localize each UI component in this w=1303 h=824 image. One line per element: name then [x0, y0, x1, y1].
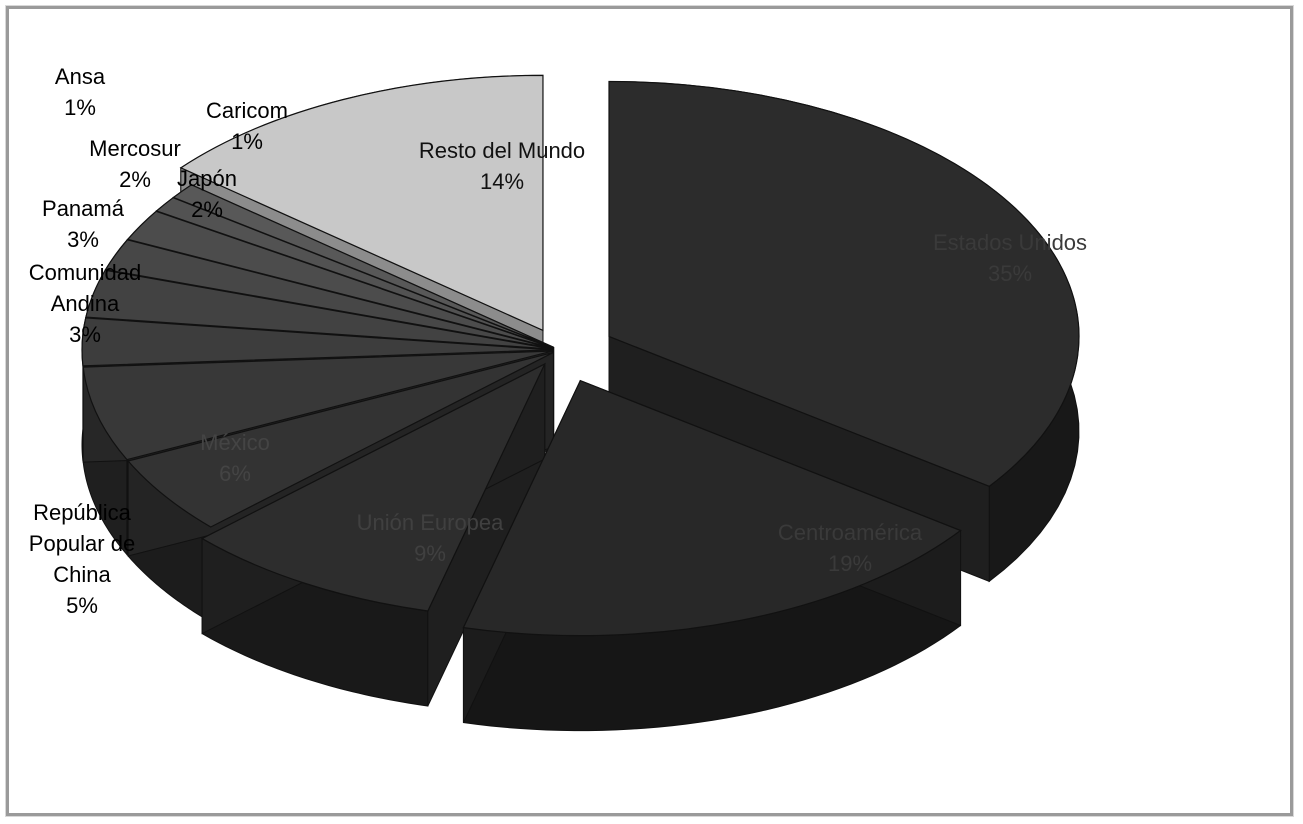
data-label-resto-del-mundo: Resto del Mundo 14%: [419, 138, 585, 194]
slice-union-europea: [200, 362, 547, 612]
data-label-ansa: Ansa 1%: [55, 64, 106, 120]
data-label-comunidad-andina: Comunidad Andina 3%: [29, 260, 142, 347]
data-label-mercosur: Mercosur 2%: [89, 136, 181, 192]
data-label-mexico: México 6%: [200, 430, 270, 486]
data-label-estados-unidos: Estados Unidos 35%: [933, 230, 1087, 286]
data-label-republica-popular-de-china: República Popular de China 5%: [29, 500, 135, 618]
data-label-panama: Panamá 3%: [42, 196, 125, 252]
slice-centroamerica: [462, 379, 962, 637]
slice-resto-del-mundo: [179, 74, 544, 332]
slice-mexico: [82, 350, 553, 461]
data-label-caricom: Caricom 1%: [206, 98, 288, 154]
data-label-japon: Japón 2%: [177, 166, 237, 222]
slice-republica-popular-de-china: [127, 351, 554, 528]
slice-estados-unidos: [608, 80, 1080, 488]
data-label-centroamerica: Centroamérica 19%: [778, 520, 923, 576]
data-label-union-europea: Unión Europea 9%: [357, 510, 505, 566]
slice-ansa: [172, 184, 554, 348]
slice-panama: [85, 269, 553, 350]
slice-comunidad-andina: [81, 317, 553, 367]
